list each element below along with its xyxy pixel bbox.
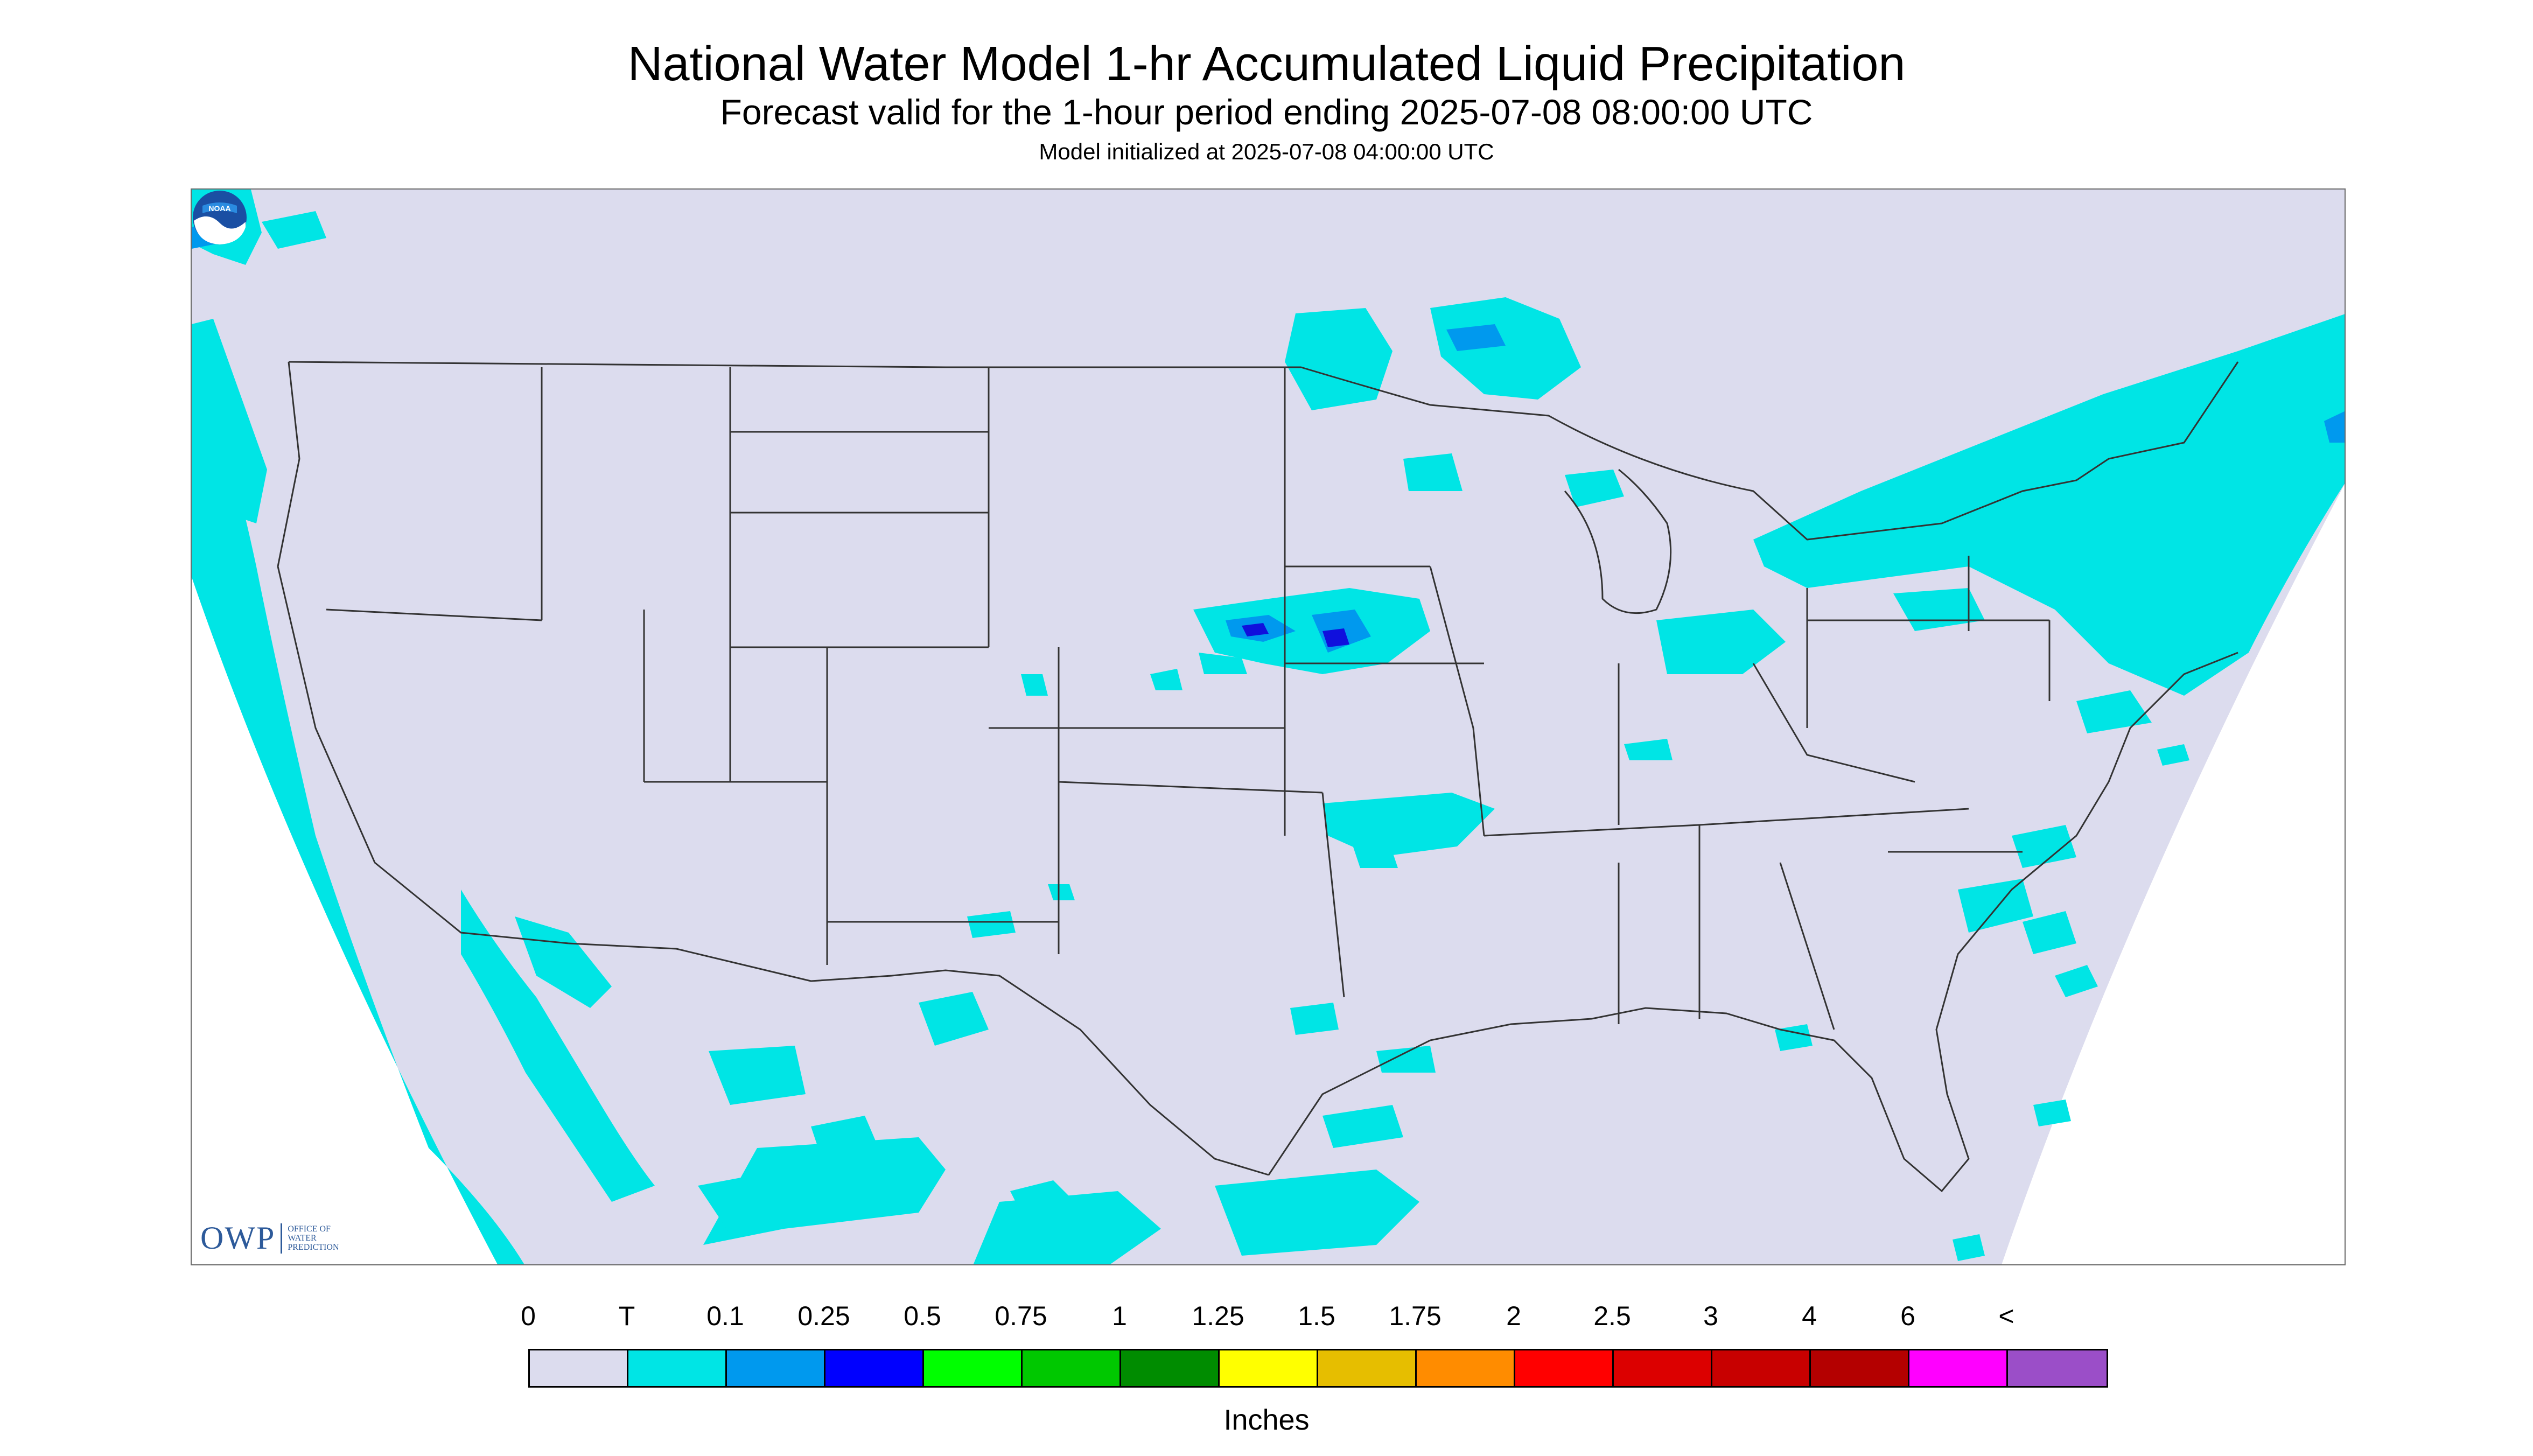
legend-swatch bbox=[1614, 1350, 1712, 1386]
legend-swatch bbox=[628, 1350, 727, 1386]
legend-tick-label: 6 bbox=[1900, 1301, 1915, 1331]
state-boundaries bbox=[277, 361, 2239, 1193]
owp-logo-text: OFFICE OF WATER PREDICTION bbox=[288, 1224, 339, 1252]
map-canvas bbox=[192, 190, 2345, 1264]
owp-logo-line-1: OFFICE OF bbox=[288, 1224, 331, 1234]
legend-swatch bbox=[1121, 1350, 1220, 1386]
legend-tick-label: 0.25 bbox=[797, 1301, 850, 1331]
legend-swatch bbox=[1712, 1350, 1811, 1386]
precip-heavy-areas bbox=[1242, 623, 1349, 647]
legend-swatch bbox=[1023, 1350, 1121, 1386]
owp-logo-divider bbox=[281, 1223, 283, 1254]
model-init-time: Model initialized at 2025-07-08 04:00:00… bbox=[1039, 139, 1494, 164]
legend-tick-label: 0 bbox=[521, 1301, 536, 1331]
legend-tick-label: 0.5 bbox=[904, 1301, 941, 1331]
legend-tick-label: 1 bbox=[1112, 1301, 1127, 1331]
map-title: National Water Model 1-hr Accumulated Li… bbox=[627, 37, 1906, 91]
legend-tick-label: 2 bbox=[1506, 1301, 1521, 1331]
legend-labels: 0 T 0.1 0.25 0.5 0.75 1 1.25 1.5 1.75 2 2.5 3 4 6 < bbox=[0, 1300, 2533, 1338]
legend-swatch bbox=[1417, 1350, 1515, 1386]
legend-tick-label: 2.5 bbox=[1593, 1301, 1631, 1331]
legend-swatch bbox=[1220, 1350, 1318, 1386]
legend-tick-label: 4 bbox=[1802, 1301, 1817, 1331]
owp-logo-line-2: WATER bbox=[288, 1234, 317, 1243]
legend-tick-label: 1.25 bbox=[1192, 1301, 1244, 1331]
legend-swatch bbox=[1909, 1350, 2008, 1386]
legend-tick-label: 3 bbox=[1703, 1301, 1718, 1331]
legend-tick-label: 0.1 bbox=[706, 1301, 744, 1331]
legend-swatch bbox=[727, 1350, 825, 1386]
legend-tick-label: < bbox=[1998, 1301, 2014, 1331]
legend-tick-label: 1.75 bbox=[1389, 1301, 1442, 1331]
legend-swatch bbox=[825, 1350, 924, 1386]
map-subtitle: Forecast valid for the 1-hour period end… bbox=[720, 92, 1813, 132]
owp-logo: OWP OFFICE OF WATER PREDICTION bbox=[200, 1220, 339, 1257]
owp-logo-line-3: PREDICTION bbox=[288, 1243, 339, 1252]
legend-swatch bbox=[2008, 1350, 2107, 1386]
owp-logo-mark: OWP bbox=[200, 1220, 276, 1256]
precipitation-map: OWP OFFICE OF WATER PREDICTION NOAA bbox=[191, 188, 2346, 1265]
noaa-logo-text: NOAA bbox=[208, 204, 230, 213]
legend-swatch bbox=[924, 1350, 1023, 1386]
precip-light-areas bbox=[192, 190, 2345, 1264]
legend-tick-label: 1.5 bbox=[1298, 1301, 1335, 1331]
legend-swatch bbox=[1318, 1350, 1417, 1386]
legend-swatch bbox=[530, 1350, 628, 1386]
legend-tick-label: T bbox=[618, 1301, 635, 1331]
legend-tick-label: 0.75 bbox=[995, 1301, 1047, 1331]
legend-swatch bbox=[1811, 1350, 1909, 1386]
legend-colorbar bbox=[528, 1349, 2108, 1388]
legend-units: Inches bbox=[1223, 1404, 1310, 1436]
legend-swatch bbox=[1515, 1350, 1614, 1386]
noaa-logo-icon: NOAA bbox=[193, 191, 247, 244]
